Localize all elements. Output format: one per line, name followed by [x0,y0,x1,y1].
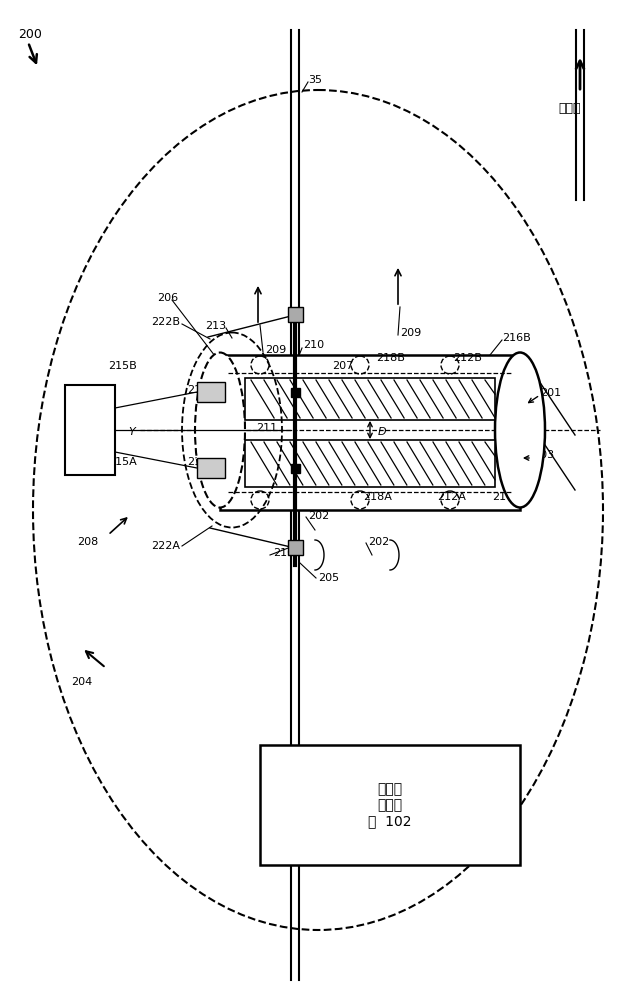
Text: 214A: 214A [187,457,216,467]
Bar [291,464,300,473]
Text: 220: 220 [79,425,100,435]
Text: 222A: 222A [151,541,180,551]
Text: Y: Y [128,427,135,437]
Text: 208: 208 [77,537,98,547]
Text: Y″: Y″ [503,427,514,437]
Text: 206: 206 [157,293,178,303]
Text: 215B: 215B [108,361,137,371]
Text: 203: 203 [533,450,554,460]
Text: 218A: 218A [363,492,392,502]
Bar [65,385,115,475]
Bar [245,440,495,487]
Text: 212B: 212B [453,353,482,363]
Ellipse shape [195,353,245,508]
Ellipse shape [495,353,545,508]
Text: 214B: 214B [187,385,216,395]
Text: 205: 205 [318,573,339,583]
Bar [197,382,225,402]
Text: 200: 200 [18,28,42,41]
Bar [287,540,302,555]
Text: 210: 210 [303,340,324,350]
Bar [291,387,300,396]
Text: 35: 35 [308,75,322,85]
Text: 201: 201 [540,388,561,398]
Text: 209: 209 [400,328,421,338]
Text: 207: 207 [332,361,353,371]
Text: 至大气: 至大气 [558,102,581,114]
Bar [197,458,225,478]
Bar [260,745,520,865]
Text: 216A: 216A [492,492,521,502]
Text: 215A: 215A [108,457,137,467]
Text: 213: 213 [205,321,226,331]
Text: 211: 211 [256,423,277,433]
Bar [220,355,520,510]
Text: 218B: 218B [376,353,405,363]
Text: D: D [378,427,386,437]
Text: 柴油微
粒过滤
器  102: 柴油微 粒过滤 器 102 [368,782,412,828]
Text: 210: 210 [273,548,294,558]
Text: 202: 202 [368,537,389,547]
Text: 216B: 216B [502,333,530,343]
Bar [287,307,302,322]
Bar [245,378,495,420]
Text: 212A: 212A [437,492,466,502]
Text: 204: 204 [71,677,92,687]
Text: 202: 202 [308,511,329,521]
Text: 222B: 222B [151,317,180,327]
Text: 209: 209 [265,345,286,355]
